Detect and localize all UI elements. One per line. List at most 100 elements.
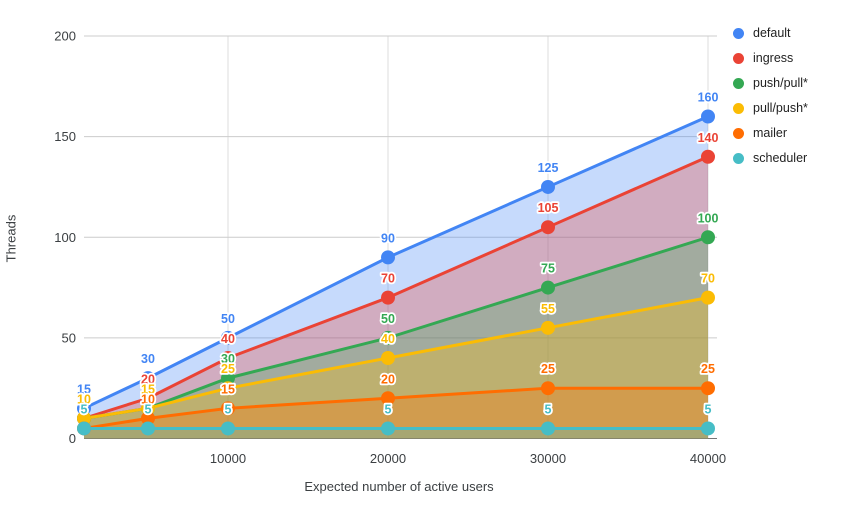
point-pull-push[interactable] [701,290,715,305]
data-label-mailer: 20 [381,372,395,386]
data-label-ingress: 105 [538,201,559,215]
data-label-scheduler: 5 [705,402,712,416]
data-label-mailer: 5 [81,402,88,416]
legend-item-pull-push[interactable]: pull/push* [733,101,808,115]
data-label-push-pull: 50 [381,312,395,326]
point-default[interactable] [221,330,235,345]
legend-label: scheduler [753,151,808,165]
legend-swatch-icon [733,27,744,39]
point-default[interactable] [381,250,395,265]
point-pull-push[interactable] [541,320,555,335]
data-label-ingress: 140 [698,131,719,145]
data-label-mailer: 25 [541,362,555,376]
x-tick-label: 40000 [690,451,726,466]
y-tick-label: 50 [62,330,76,345]
legend-item-push-pull[interactable]: push/pull* [733,76,808,90]
legend-label: mailer [753,126,788,140]
data-label-default: 15 [77,382,91,396]
legend-item-scheduler[interactable]: scheduler [733,151,808,165]
legend: default ingress push/pull* pull/push* mailer… [733,26,808,165]
legend-label: push/pull* [753,76,808,90]
point-ingress[interactable] [541,220,555,235]
point-push-pull[interactable] [381,330,395,345]
legend-item-default[interactable]: default [733,26,808,40]
y-axis-title: Threads [3,214,19,263]
data-label-ingress: 20 [141,372,155,386]
point-scheduler[interactable] [77,421,91,436]
data-label-mailer: 25 [701,362,715,376]
x-tick-label: 20000 [370,451,406,466]
data-label-default: 125 [538,161,559,175]
point-pull-push[interactable] [77,411,91,426]
data-label-default: 90 [381,231,395,245]
point-pull-push[interactable] [141,401,155,416]
data-label-push-pull: 30 [221,352,235,366]
data-label-pull-push: 10 [77,392,91,406]
point-default[interactable] [541,179,555,194]
data-label-push-pull: 75 [541,262,555,276]
y-tick-label: 100 [54,230,76,245]
point-scheduler[interactable] [221,421,235,436]
line-default [82,115,710,410]
x-tick-label: 10000 [210,451,246,466]
data-label-push-pull: 100 [698,211,719,225]
line-ingress [82,155,710,420]
point-push-pull[interactable] [541,280,555,295]
legend-swatch-icon [733,52,744,64]
legend-swatch-icon [733,127,744,139]
area-default [84,116,708,439]
data-label-ingress: 40 [221,332,235,346]
point-scheduler[interactable] [381,421,395,436]
point-push-pull[interactable] [221,371,235,386]
data-label-pull-push: 15 [141,382,155,396]
data-label-pull-push: 25 [221,362,235,376]
data-label-scheduler: 5 [81,402,88,416]
legend-label: ingress [753,51,794,65]
point-mailer[interactable] [141,411,155,426]
point-mailer[interactable] [701,381,715,396]
data-label-push-pull: 10 [77,392,91,406]
point-scheduler[interactable] [541,421,555,436]
point-default[interactable] [701,109,715,124]
data-label-push-pull: 15 [141,382,155,396]
point-ingress[interactable] [381,290,395,305]
point-scheduler[interactable] [141,421,155,436]
data-label-scheduler: 5 [385,402,392,416]
y-tick-label: 0 [69,431,76,446]
data-label-pull-push: 40 [381,332,395,346]
data-label-pull-push: 55 [541,302,555,316]
data-label-default: 50 [221,312,235,326]
data-label-ingress: 70 [381,272,395,286]
y-tick-label: 150 [54,129,76,144]
data-label-pull-push: 70 [701,272,715,286]
point-pull-push[interactable] [221,381,235,396]
point-mailer[interactable] [221,401,235,416]
area-scheduler [84,428,708,439]
point-push-pull[interactable] [701,230,715,245]
point-mailer[interactable] [541,381,555,396]
data-label-scheduler: 5 [225,402,232,416]
data-label-mailer: 15 [221,382,235,396]
legend-swatch-icon [733,102,744,114]
legend-swatch-icon [733,77,744,89]
legend-item-mailer[interactable]: mailer [733,126,808,140]
legend-swatch-icon [733,152,744,164]
x-tick-label: 30000 [530,451,566,466]
legend-label: pull/push* [753,101,808,115]
line-pull-push [82,296,710,420]
point-scheduler[interactable] [701,421,715,436]
data-label-mailer: 10 [141,392,155,406]
point-ingress[interactable] [141,391,155,406]
line-mailer [82,386,710,430]
legend-label: default [753,26,791,40]
data-label-default: 160 [698,91,719,105]
legend-item-ingress[interactable]: ingress [733,51,808,65]
point-default[interactable] [141,371,155,386]
point-mailer[interactable] [381,391,395,406]
point-ingress[interactable] [221,351,235,365]
point-ingress[interactable] [701,149,715,164]
point-pull-push[interactable] [381,351,395,365]
point-default[interactable] [77,401,91,416]
